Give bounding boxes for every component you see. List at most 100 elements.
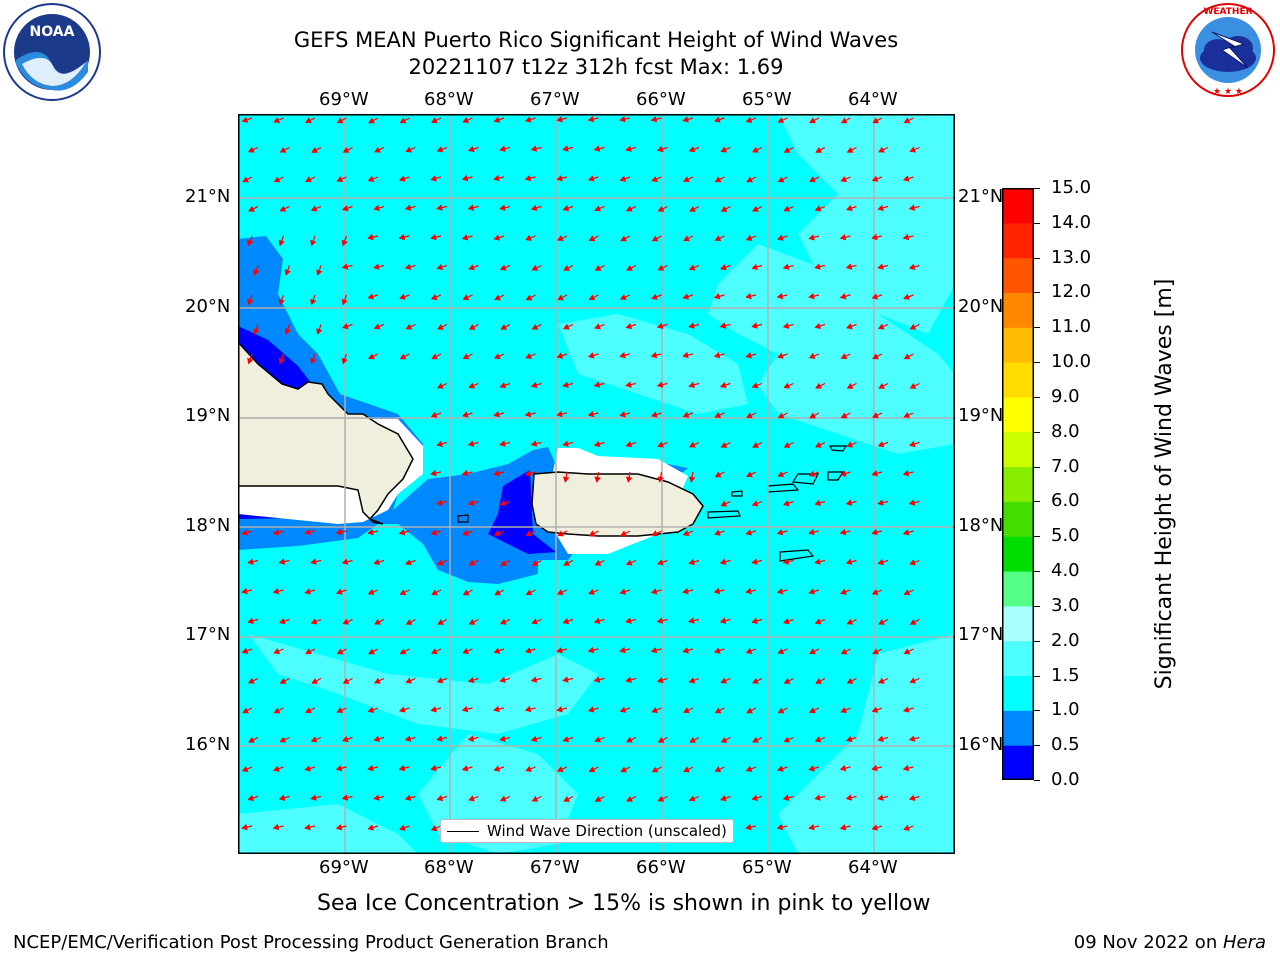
wave-direction-arrowhead <box>430 764 437 772</box>
colorbar-tick-label: 13.0 <box>1051 246 1092 268</box>
wave-direction-arrowhead <box>777 471 785 478</box>
wave-direction-arrowhead <box>368 353 375 360</box>
wave-direction-arrowhead <box>311 147 319 153</box>
wave-direction-arrowhead <box>714 176 722 183</box>
wave-direction-arrowhead <box>310 205 318 212</box>
wave-direction-arrowhead <box>783 677 791 684</box>
wave-direction-arrowhead <box>619 588 627 595</box>
wave-direction-arrowhead <box>341 558 349 565</box>
colorbar <box>1002 188 1034 781</box>
wave-direction-arrowhead <box>877 735 884 742</box>
wave-direction-arrowhead <box>499 440 506 447</box>
svg-text:★ ★ ★: ★ ★ ★ <box>1213 87 1243 97</box>
wave-direction-arrowhead <box>656 145 664 153</box>
wave-direction-arrowhead <box>499 204 506 211</box>
wave-direction-arrowhead <box>908 735 916 742</box>
wave-direction-arrowhead <box>752 677 759 684</box>
wave-direction-arrowhead <box>751 794 758 802</box>
wave-direction-arrowhead <box>620 530 627 537</box>
chart-subtitle: 20221107 t12z 312h fcst Max: 1.69 <box>408 55 784 79</box>
wave-direction-arrowhead <box>241 587 248 595</box>
wave-direction-arrowhead <box>562 440 569 447</box>
wave-direction-arrowhead <box>846 323 853 330</box>
wave-direction-arrowhead <box>524 647 532 654</box>
wave-direction-arrowhead <box>367 233 374 241</box>
wave-direction-arrowhead <box>871 470 878 477</box>
wave-direction-arrowhead <box>562 145 569 152</box>
wave-direction-arrowhead <box>902 469 910 477</box>
wave-direction-arrowhead <box>845 558 853 565</box>
wave-direction-arrowhead <box>688 558 696 566</box>
wave-direction-arrowhead <box>399 589 407 596</box>
wave-direction-arrowhead <box>751 322 758 329</box>
wave-direction-arrowhead <box>746 471 753 478</box>
wave-direction-arrowhead <box>494 589 501 596</box>
wave-direction-arrowhead <box>783 500 790 507</box>
wave-direction-arrowhead <box>909 146 917 153</box>
wave-direction-arrowhead <box>588 235 596 242</box>
lat-label-left: 21°N <box>185 186 231 207</box>
wave-direction-arrowhead <box>493 234 501 241</box>
wave-direction-arrowhead <box>587 410 595 418</box>
colorbar-tick-label: 12.0 <box>1051 281 1092 303</box>
wave-direction-arrowhead <box>311 678 319 684</box>
legend-label: Wind Wave Direction (unscaled) <box>487 822 727 840</box>
colorbar-tick-mark <box>1034 362 1040 364</box>
wave-direction-arrowhead <box>373 794 380 801</box>
wave-direction-arrowhead <box>461 765 469 772</box>
colorbar-tick-label: 6.0 <box>1051 490 1080 512</box>
wave-direction-arrowhead <box>682 587 689 595</box>
wave-direction-arrowhead <box>462 116 470 123</box>
wave-direction-arrowhead <box>714 707 722 714</box>
wave-direction-arrowhead <box>563 795 570 802</box>
wave-direction-arrowhead <box>839 470 847 477</box>
wave-direction-arrowhead <box>336 176 344 183</box>
wave-direction-arrowhead <box>594 796 602 802</box>
wave-direction-arrowhead <box>909 677 916 684</box>
svg-text:WEATHER: WEATHER <box>1203 7 1252 17</box>
wave-direction-arrowhead <box>878 618 885 625</box>
wave-direction-arrowhead <box>437 323 444 330</box>
wave-direction-arrowhead <box>279 736 287 743</box>
wave-direction-arrowhead <box>399 824 406 831</box>
wave-direction-arrowhead <box>316 328 323 335</box>
wave-direction-arrowhead <box>278 298 285 306</box>
wave-direction-arrowhead <box>462 529 469 536</box>
lat-label-right: 16°N <box>958 734 1002 755</box>
wave-direction-arrowhead <box>556 235 564 242</box>
colorbar-swatch <box>1002 431 1034 468</box>
wave-direction-arrowhead <box>903 648 911 655</box>
wave-direction-arrowhead <box>720 264 727 271</box>
wave-direction-arrowhead <box>808 352 816 359</box>
chart-title: GEFS MEAN Puerto Rico Significant Height… <box>293 28 899 52</box>
footer-host: Hera <box>1222 932 1266 953</box>
wave-direction-arrowhead <box>815 678 823 684</box>
colorbar-tick-mark <box>1034 640 1040 642</box>
wave-direction-arrowhead <box>872 353 879 360</box>
wave-direction-arrowhead <box>373 263 380 270</box>
wave-direction-arrowhead <box>619 646 626 654</box>
wave-direction-arrowhead <box>846 618 854 625</box>
wave-direction-arrowhead <box>845 794 853 801</box>
wave-direction-arrowhead <box>310 298 317 306</box>
wave-direction-arrowhead <box>839 765 847 772</box>
wave-direction-arrowhead <box>524 174 532 182</box>
wave-direction-arrowhead <box>625 381 632 388</box>
wave-direction-arrowhead <box>305 648 312 655</box>
wave-direction-arrowhead <box>656 617 664 624</box>
wave-direction-arrowhead <box>872 648 879 655</box>
wave-direction-arrowhead <box>720 677 728 684</box>
wave-direction-arrowhead <box>657 559 664 566</box>
wave-direction-arrowhead <box>493 470 500 477</box>
wave-direction-arrowhead <box>531 560 539 566</box>
wave-direction-arrowhead <box>587 175 595 182</box>
wave-direction-arrowhead <box>556 706 563 713</box>
wave-direction-arrowhead <box>399 353 407 360</box>
lat-labels-right: 21°N 20°N 19°N 18°N 17°N 16°N <box>958 180 1002 760</box>
wave-direction-arrowhead <box>341 357 348 365</box>
wave-direction-arrowhead <box>373 204 380 212</box>
wave-direction-arrowhead <box>500 324 507 330</box>
svg-text:NOAA: NOAA <box>30 24 75 40</box>
wave-direction-arrowhead <box>368 648 376 655</box>
wave-direction-arrowhead <box>651 235 659 242</box>
